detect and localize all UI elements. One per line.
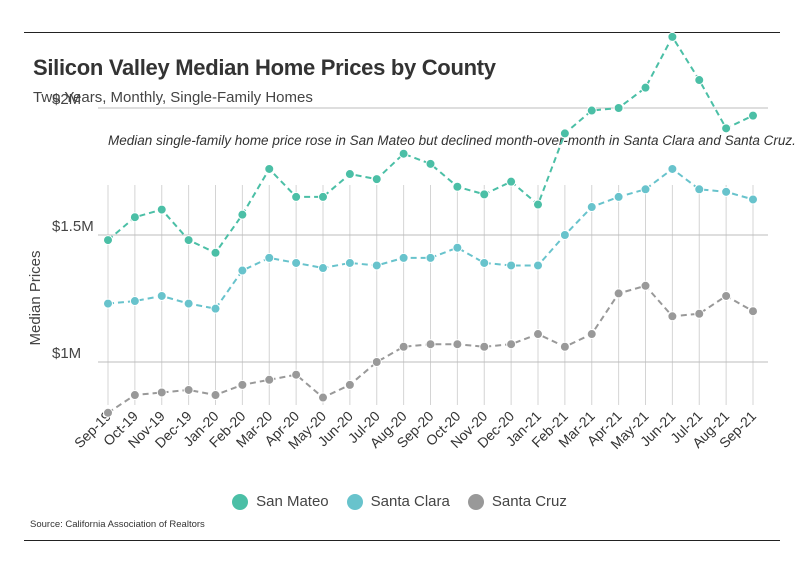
data-point-santa-cruz bbox=[344, 379, 355, 390]
data-point-santa-cruz bbox=[640, 280, 651, 291]
data-point-santa-cruz bbox=[452, 339, 463, 350]
data-point-santa-clara bbox=[667, 163, 678, 174]
data-point-santa-clara bbox=[559, 230, 570, 240]
legend-marker-santa-clara bbox=[346, 493, 363, 510]
data-point-san-mateo bbox=[425, 158, 436, 169]
data-point-santa-clara bbox=[586, 202, 597, 213]
data-point-santa-cruz bbox=[667, 311, 678, 322]
data-point-santa-cruz bbox=[425, 339, 436, 350]
y-tick-label: $1M bbox=[52, 345, 81, 362]
data-point-san-mateo bbox=[667, 31, 678, 42]
data-point-santa-cruz bbox=[398, 341, 409, 352]
data-point-santa-cruz bbox=[183, 384, 194, 395]
data-point-santa-clara bbox=[129, 296, 140, 307]
data-point-santa-cruz bbox=[721, 290, 732, 301]
legend-item-santa-clara[interactable]: Santa Clara bbox=[346, 493, 450, 510]
data-point-santa-clara bbox=[452, 242, 463, 253]
data-point-san-mateo bbox=[479, 189, 490, 200]
data-point-san-mateo bbox=[694, 75, 705, 86]
data-point-san-mateo bbox=[721, 123, 732, 134]
data-point-san-mateo bbox=[371, 174, 382, 185]
data-point-santa-cruz bbox=[210, 390, 221, 401]
data-point-san-mateo bbox=[748, 110, 758, 121]
data-point-san-mateo bbox=[613, 103, 624, 113]
chart-annotation: Median single-family home price rose in … bbox=[108, 133, 796, 148]
data-point-santa-clara bbox=[318, 263, 328, 274]
data-point-san-mateo bbox=[291, 191, 302, 202]
data-point-santa-clara bbox=[506, 260, 517, 271]
legend-marker-santa-cruz bbox=[467, 493, 484, 510]
data-point-santa-cruz bbox=[156, 387, 167, 398]
data-point-santa-clara bbox=[371, 260, 382, 271]
data-point-santa-cruz bbox=[506, 339, 517, 350]
data-point-san-mateo bbox=[210, 247, 221, 258]
data-point-san-mateo bbox=[586, 105, 597, 116]
data-point-santa-clara bbox=[613, 191, 624, 202]
bottom-rule bbox=[24, 540, 780, 541]
chart-title: Silicon Valley Median Home Prices by Cou… bbox=[33, 55, 496, 80]
y-tick-label: $2M bbox=[52, 91, 81, 108]
data-point-santa-clara bbox=[291, 257, 302, 268]
legend-label-santa-cruz: Santa Cruz bbox=[491, 493, 567, 510]
top-rule bbox=[24, 32, 780, 33]
data-point-santa-clara bbox=[103, 298, 113, 309]
data-point-san-mateo bbox=[344, 169, 355, 180]
data-point-san-mateo bbox=[156, 204, 167, 215]
legend-label-san-mateo: San Mateo bbox=[256, 493, 329, 510]
y-axis-label: Median Prices bbox=[27, 250, 44, 345]
chart-legend: San Mateo Santa Clara Santa Cruz bbox=[0, 493, 799, 510]
data-point-santa-clara bbox=[748, 194, 758, 205]
data-point-santa-clara bbox=[640, 184, 651, 195]
data-point-santa-cruz bbox=[748, 306, 758, 317]
data-point-san-mateo bbox=[103, 235, 113, 246]
chart-subtitle: Two Years, Monthly, Single-Family Homes bbox=[33, 89, 313, 106]
data-point-santa-cruz bbox=[694, 308, 705, 319]
data-point-santa-clara bbox=[398, 252, 409, 263]
data-point-santa-clara bbox=[479, 257, 490, 268]
data-point-santa-cruz bbox=[533, 329, 543, 340]
data-point-san-mateo bbox=[559, 128, 570, 139]
data-point-santa-clara bbox=[156, 290, 167, 301]
data-point-santa-cruz bbox=[613, 288, 624, 299]
data-point-santa-clara bbox=[183, 298, 194, 309]
data-point-santa-cruz bbox=[129, 390, 140, 401]
data-point-san-mateo bbox=[264, 163, 275, 174]
data-point-santa-clara bbox=[533, 260, 543, 271]
legend-item-san-mateo[interactable]: San Mateo bbox=[232, 493, 329, 510]
y-tick-label: $1.5M bbox=[52, 218, 94, 235]
data-point-santa-clara bbox=[264, 252, 275, 263]
data-point-santa-clara bbox=[344, 257, 355, 268]
data-point-san-mateo bbox=[318, 191, 328, 202]
data-point-san-mateo bbox=[452, 181, 463, 192]
data-point-san-mateo bbox=[183, 235, 194, 246]
data-point-santa-cruz bbox=[559, 341, 570, 352]
data-point-santa-cruz bbox=[264, 374, 275, 385]
data-point-santa-cruz bbox=[371, 357, 382, 367]
data-point-santa-cruz bbox=[318, 392, 328, 403]
data-point-santa-cruz bbox=[237, 379, 248, 390]
data-point-san-mateo bbox=[640, 82, 651, 93]
data-point-santa-clara bbox=[721, 186, 732, 197]
legend-marker-san-mateo bbox=[232, 493, 249, 510]
data-point-santa-cruz bbox=[103, 407, 113, 418]
source-note: Source: California Association of Realto… bbox=[30, 519, 205, 530]
data-point-san-mateo bbox=[533, 199, 543, 210]
data-point-san-mateo bbox=[129, 212, 140, 223]
data-point-santa-clara bbox=[237, 265, 248, 276]
data-point-santa-cruz bbox=[586, 329, 597, 340]
data-point-santa-cruz bbox=[291, 369, 302, 380]
data-point-san-mateo bbox=[506, 176, 517, 187]
legend-label-santa-clara: Santa Clara bbox=[370, 493, 450, 510]
data-point-san-mateo bbox=[398, 148, 409, 159]
data-point-santa-cruz bbox=[479, 341, 490, 352]
data-point-santa-clara bbox=[425, 252, 436, 263]
data-point-santa-clara bbox=[694, 184, 705, 195]
data-point-san-mateo bbox=[237, 209, 248, 220]
legend-item-santa-cruz[interactable]: Santa Cruz bbox=[467, 493, 567, 510]
data-point-santa-clara bbox=[210, 303, 221, 314]
